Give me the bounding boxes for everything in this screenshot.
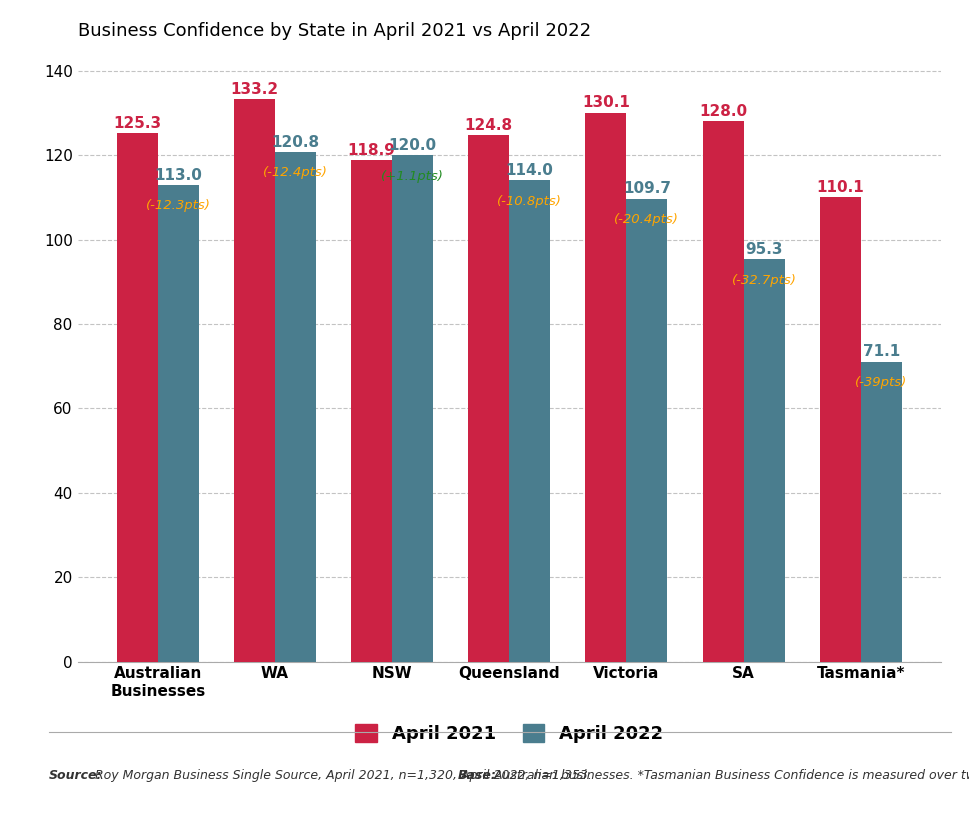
Text: (+1.1pts): (+1.1pts) (381, 170, 444, 183)
Text: Base:: Base: (457, 769, 496, 782)
Text: (-39pts): (-39pts) (854, 376, 906, 389)
Text: 110.1: 110.1 (816, 179, 863, 195)
Bar (468, 135, 509, 662)
Text: 71.1: 71.1 (861, 344, 899, 360)
Bar (234, 99, 274, 662)
Text: Business Confidence by State in April 2021 vs April 2022: Business Confidence by State in April 20… (78, 22, 590, 40)
Legend: April 2021, April 2022: April 2021, April 2022 (348, 717, 670, 750)
Text: 125.3: 125.3 (113, 116, 161, 131)
Text: 120.0: 120.0 (389, 138, 436, 153)
Text: 124.8: 124.8 (464, 117, 513, 133)
Text: Roy Morgan Business Single Source, April 2021, n=1,320, April 2022, n=1,353.: Roy Morgan Business Single Source, April… (91, 769, 595, 782)
Bar (626, 198, 667, 662)
Text: (-32.7pts): (-32.7pts) (731, 274, 796, 287)
Bar (391, 155, 433, 662)
Text: 130.1: 130.1 (581, 95, 629, 110)
Text: (-10.8pts): (-10.8pts) (497, 195, 562, 208)
Text: (-12.4pts): (-12.4pts) (263, 166, 328, 179)
Text: 113.0: 113.0 (154, 168, 203, 183)
Text: (-12.3pts): (-12.3pts) (145, 199, 210, 212)
Text: 109.7: 109.7 (622, 181, 671, 197)
Text: (-20.4pts): (-20.4pts) (613, 213, 678, 226)
Bar (351, 160, 391, 662)
Text: 114.0: 114.0 (505, 164, 553, 179)
Text: 118.9: 118.9 (347, 143, 395, 158)
Text: 133.2: 133.2 (231, 83, 278, 98)
Bar (158, 184, 199, 662)
Bar (274, 152, 316, 662)
Text: Australian businesses. *Tasmanian Business Confidence is measured over two month: Australian businesses. *Tasmanian Busine… (489, 769, 969, 782)
Bar (116, 133, 158, 662)
Text: 95.3: 95.3 (744, 242, 782, 257)
Bar (584, 112, 626, 662)
Text: 120.8: 120.8 (271, 135, 319, 150)
Bar (702, 122, 743, 662)
Bar (819, 197, 860, 662)
Bar (743, 260, 784, 662)
Bar (860, 361, 901, 662)
Text: Source:: Source: (48, 769, 102, 782)
Text: 128.0: 128.0 (699, 104, 746, 119)
Bar (509, 180, 549, 662)
